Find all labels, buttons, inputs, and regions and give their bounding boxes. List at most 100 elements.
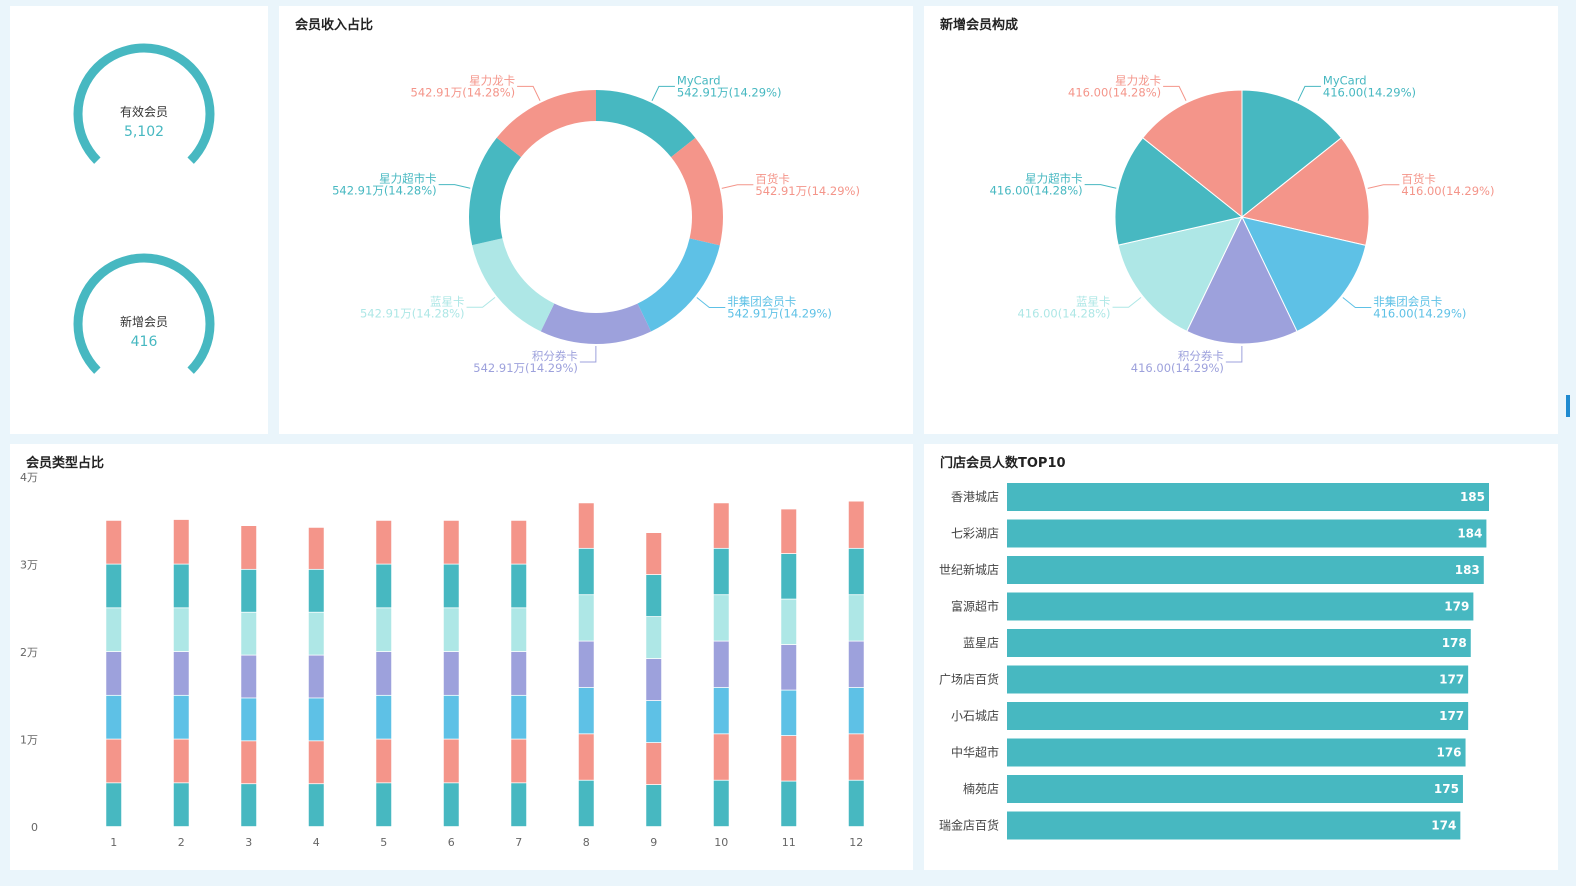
new-member-slice-name: 百货卡 [1401, 172, 1436, 186]
store-top10-title: 门店会员人数TOP10 [940, 456, 1066, 471]
stacked-bar-segment [511, 608, 527, 652]
new-member-slice-name: 非集团会员卡 [1373, 294, 1442, 308]
stacked-bar-segment [173, 564, 189, 608]
stacked-bar-segment [376, 608, 392, 652]
x-tick-label: 3 [245, 836, 252, 849]
new-member-slice-value: 416.00(14.28%) [1068, 85, 1161, 99]
income-share-slice [469, 137, 521, 246]
store-bar [1007, 665, 1469, 694]
stacked-bar-segment [713, 734, 729, 780]
stacked-bar-segment [443, 608, 459, 652]
stacked-bar-segment [848, 548, 864, 595]
income-share-slice-value: 542.91万(14.28%) [332, 184, 437, 198]
stacked-bar-segment [511, 564, 527, 608]
store-name-label: 中华超市 [951, 745, 999, 760]
stacked-bar-segment [578, 687, 594, 734]
stacked-bar-segment [376, 739, 392, 783]
kpi-panel: 有效会员 5,102 新增会员 416 [10, 6, 268, 434]
stacked-bar-segment [106, 564, 122, 608]
stacked-bar-segment [646, 533, 662, 575]
new-member-slice [1117, 216, 1243, 333]
stacked-bar-segment [443, 520, 459, 564]
stacked-bar-segment [511, 783, 527, 827]
income-share-slice-name: 非集团会员卡 [727, 294, 796, 308]
income-share-slice-value: 542.91万(14.29%) [473, 361, 578, 375]
x-tick-label: 10 [714, 836, 728, 849]
x-tick-label: 11 [782, 836, 796, 849]
store-top10-panel: 门店会员人数TOP10 香港城店 185 七彩湖店 184 世纪新城店 183 富源超市 17… [924, 444, 1558, 870]
income-share-slice-name: 积分券卡 [532, 349, 578, 363]
stacked-bar-segment [241, 741, 257, 784]
stacked-bar-segment [173, 783, 189, 827]
stacked-bar-segment [308, 569, 324, 612]
stacked-bar-segment [173, 519, 189, 564]
stacked-bar-segment [781, 781, 797, 827]
store-bar [1007, 556, 1484, 584]
new-member-slice-value: 416.00(14.28%) [990, 184, 1083, 198]
x-tick-label: 12 [849, 836, 863, 849]
income-share-leader-line [696, 297, 726, 308]
new-member-slice-value: 416.00(14.28%) [1017, 306, 1110, 320]
store-name-label: 小石城店 [951, 709, 999, 723]
stacked-bar-segment [713, 595, 729, 641]
kpi-label: 有效会员 [120, 104, 168, 119]
income-share-slice-name: 蓝星卡 [430, 294, 465, 308]
new-member-slice [1240, 137, 1370, 246]
stacked-bar-segment [376, 783, 392, 827]
income-share-slice-value: 542.91万(14.28%) [360, 306, 465, 320]
x-tick-label: 9 [650, 836, 657, 849]
stacked-bar-segment [308, 655, 324, 698]
stacked-bar-segment [646, 701, 662, 743]
income-share-slice-value: 542.91万(14.29%) [727, 306, 832, 320]
stacked-bar-segment [376, 695, 392, 739]
y-tick-label: 1万 [20, 734, 38, 747]
income-share-slice-name: 星力龙卡 [469, 73, 515, 87]
store-count-label: 184 [1457, 527, 1482, 541]
new-member-leader-line [1297, 85, 1321, 101]
income-share-title: 会员收入占比 [295, 18, 374, 33]
store-count-label: 179 [1444, 600, 1469, 614]
stacked-bar-segment [376, 652, 392, 695]
stacked-bar-segment [781, 554, 797, 599]
income-share-donut-chart: MyCard542.91万(14.29%)百货卡542.91万(14.29%)非… [332, 73, 860, 375]
store-name-label: 富源超市 [951, 599, 999, 614]
income-share-slice [637, 238, 720, 332]
y-tick-label: 2万 [20, 646, 38, 659]
side-scroll-handle[interactable] [1566, 395, 1570, 417]
income-share-slice [472, 238, 555, 332]
new-member-slice-value: 416.00(14.29%) [1373, 306, 1466, 320]
income-share-slice [540, 303, 652, 344]
stacked-bar-segment [578, 780, 594, 827]
new-member-slice-name: MyCard [1323, 73, 1367, 87]
stacked-bar-segment [848, 595, 864, 641]
store-name-label: 香港城店 [951, 490, 999, 504]
store-count-label: 183 [1455, 563, 1480, 577]
income-share-slice-name: MyCard [677, 73, 721, 87]
stacked-bar-segment [173, 695, 189, 739]
store-bar [1007, 738, 1466, 767]
stacked-bar-segment [713, 780, 729, 827]
new-member-slice-name: 星力超市卡 [1025, 172, 1083, 186]
member-type-title: 会员类型占比 [26, 456, 105, 471]
stacked-bar-segment [848, 687, 864, 734]
stacked-bar-segment [308, 527, 324, 569]
kpi-value: 416 [131, 334, 158, 350]
stacked-bar-segment [308, 741, 324, 784]
stacked-bar-segment [511, 695, 527, 739]
stacked-bar-segment [578, 548, 594, 595]
new-member-slice-name: 星力龙卡 [1115, 73, 1161, 87]
stacked-bar-segment [578, 641, 594, 688]
store-bar [1007, 811, 1461, 840]
kpi-gauge-arc [73, 253, 215, 374]
stacked-bar-segment [646, 785, 662, 827]
stacked-bar-segment [646, 659, 662, 701]
income-share-slice-value: 542.91万(14.29%) [677, 85, 782, 99]
stacked-bar-segment [781, 509, 797, 554]
new-member-slice-name: 蓝星卡 [1076, 294, 1111, 308]
stacked-bar-segment [376, 564, 392, 608]
stacked-bar-segment [241, 569, 257, 612]
new-member-slice [1142, 89, 1243, 219]
store-bar [1007, 775, 1463, 803]
stacked-bar-segment [848, 641, 864, 688]
stacked-bar-segment [173, 739, 189, 783]
